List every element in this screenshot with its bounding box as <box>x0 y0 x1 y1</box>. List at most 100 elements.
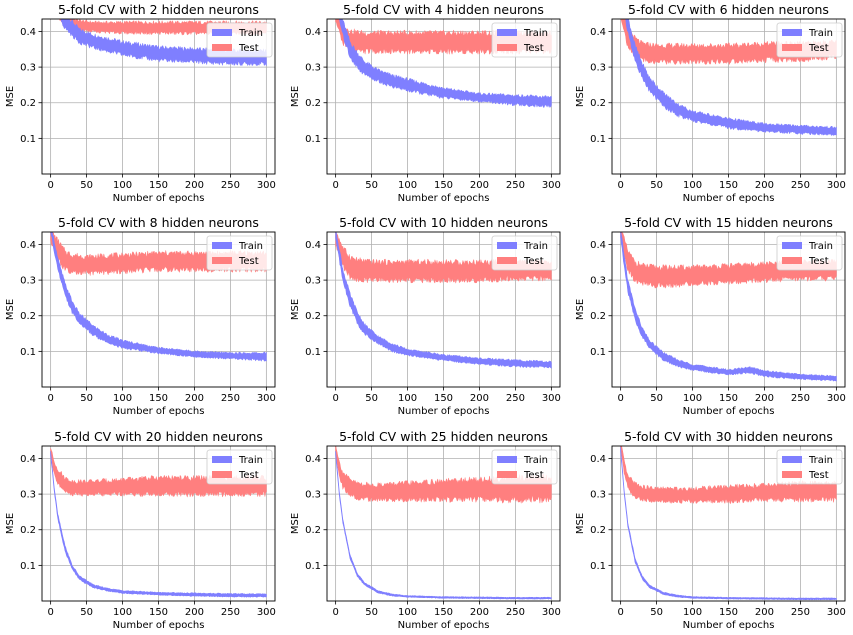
y-axis-label: MSE <box>5 299 16 320</box>
subplot-7: 0 50 100 150 200 250 300 0.1 0.2 0.3 0.4 5-fold CV … <box>5 429 276 631</box>
x-tick-label: 100 <box>398 393 417 404</box>
x-tick-label: 50 <box>365 180 378 191</box>
x-tick-label: 100 <box>113 393 132 404</box>
legend: Train Test <box>776 449 843 485</box>
legend: Train Test <box>776 22 843 58</box>
x-tick-label: 300 <box>827 393 846 404</box>
subplot-title: 5-fold CV with 25 hidden neurons <box>339 429 548 444</box>
legend-swatch-test <box>782 257 802 264</box>
y-tick-label: 0.3 <box>20 276 36 287</box>
legend-swatch-train <box>212 456 232 463</box>
y-tick-label: 0.1 <box>590 347 606 358</box>
y-tick-label: 0.4 <box>590 454 606 465</box>
y-tick-label: 0.4 <box>305 27 321 38</box>
x-tick-label: 0 <box>47 607 53 618</box>
legend: Train Test <box>206 22 273 58</box>
y-tick-label: 0.4 <box>590 240 606 251</box>
x-tick-label: 50 <box>650 180 663 191</box>
y-tick-label: 0.2 <box>305 311 321 322</box>
band-train <box>625 19 837 136</box>
legend-label-test: Test <box>238 256 259 267</box>
band-train <box>50 451 267 598</box>
x-tick-label: 300 <box>257 393 276 404</box>
y-tick-label: 0.4 <box>20 454 36 465</box>
legend-label-test: Test <box>238 43 259 54</box>
y-tick-label: 0.3 <box>590 276 606 287</box>
y-tick-label: 0.4 <box>590 27 606 38</box>
band-train <box>339 19 552 108</box>
x-tick-label: 150 <box>434 180 453 191</box>
y-tick-label: 0.2 <box>305 98 321 109</box>
y-axis-label: MSE <box>5 86 16 107</box>
band-train <box>50 232 267 362</box>
y-axis-label: MSE <box>290 86 301 107</box>
y-tick-label: 0.1 <box>20 347 36 358</box>
subplot-9: 0 50 100 150 200 250 300 0.1 0.2 0.3 0.4 5-fold CV … <box>575 429 846 631</box>
legend-label-test: Test <box>523 470 544 481</box>
legend-swatch-test <box>782 44 802 51</box>
subplot-2: 0 50 100 150 200 250 300 0.1 0.2 0.3 0.4 5-fold CV … <box>290 2 561 204</box>
band-train <box>335 451 552 600</box>
legend: Train Test <box>491 22 558 58</box>
band-train <box>620 446 837 601</box>
x-tick-label: 200 <box>470 607 489 618</box>
x-tick-label: 150 <box>719 393 738 404</box>
band-train <box>335 232 552 369</box>
x-tick-label: 50 <box>80 607 93 618</box>
x-axis-label: Number of epochs <box>113 620 205 631</box>
x-tick-label: 300 <box>827 180 846 191</box>
x-tick-label: 200 <box>470 393 489 404</box>
x-tick-label: 200 <box>755 393 774 404</box>
x-tick-label: 250 <box>506 393 525 404</box>
plot-area <box>620 446 837 601</box>
x-tick-label: 100 <box>113 180 132 191</box>
legend-label-train: Train <box>523 241 548 252</box>
x-tick-label: 250 <box>506 607 525 618</box>
legend-label-test: Test <box>523 43 544 54</box>
y-tick-label: 0.3 <box>305 490 321 501</box>
band-test <box>620 232 837 289</box>
x-tick-label: 150 <box>434 393 453 404</box>
x-tick-label: 100 <box>683 607 702 618</box>
plot-area <box>620 232 837 382</box>
y-tick-label: 0.2 <box>590 98 606 109</box>
legend-label-train: Train <box>808 241 833 252</box>
x-axis-label: Number of epochs <box>113 406 205 417</box>
subplot-title: 5-fold CV with 15 hidden neurons <box>624 215 833 230</box>
y-tick-label: 0.3 <box>590 63 606 74</box>
subplot-title: 5-fold CV with 20 hidden neurons <box>54 429 263 444</box>
subplot-title: 5-fold CV with 6 hidden neurons <box>628 2 829 17</box>
legend-swatch-train <box>782 29 802 36</box>
x-tick-label: 300 <box>542 180 561 191</box>
x-tick-label: 150 <box>434 607 453 618</box>
legend-label-train: Train <box>238 28 263 39</box>
legend-swatch-test <box>497 471 517 478</box>
y-tick-label: 0.3 <box>20 490 36 501</box>
legend-swatch-train <box>782 242 802 249</box>
subplot-4: 0 50 100 150 200 250 300 0.1 0.2 0.3 0.4 5-fold CV … <box>5 215 276 417</box>
legend-swatch-test <box>212 44 232 51</box>
x-tick-label: 100 <box>398 607 417 618</box>
x-tick-label: 0 <box>617 180 623 191</box>
subplot-8: 0 50 100 150 200 250 300 0.1 0.2 0.3 0.4 5-fold CV … <box>290 429 561 631</box>
x-tick-label: 0 <box>47 393 53 404</box>
x-tick-label: 50 <box>650 607 663 618</box>
x-axis-label: Number of epochs <box>683 406 775 417</box>
subplot-1: 0 50 100 150 200 250 300 0.1 0.2 0.3 0.4 5-fold CV … <box>5 2 276 204</box>
x-tick-label: 200 <box>470 180 489 191</box>
y-tick-label: 0.3 <box>305 63 321 74</box>
x-axis-label: Number of epochs <box>683 620 775 631</box>
y-tick-label: 0.1 <box>20 561 36 572</box>
x-tick-label: 0 <box>617 607 623 618</box>
legend: Train Test <box>491 235 558 271</box>
y-axis-label: MSE <box>575 86 586 107</box>
legend-swatch-train <box>212 242 232 249</box>
y-axis-label: MSE <box>290 299 301 320</box>
y-axis-label: MSE <box>5 513 16 534</box>
legend-swatch-test <box>212 257 232 264</box>
legend-label-train: Train <box>523 455 548 466</box>
y-tick-label: 0.2 <box>590 311 606 322</box>
y-tick-label: 0.4 <box>20 27 36 38</box>
subplot-6: 0 50 100 150 200 250 300 0.1 0.2 0.3 0.4 5-fold CV … <box>575 215 846 417</box>
